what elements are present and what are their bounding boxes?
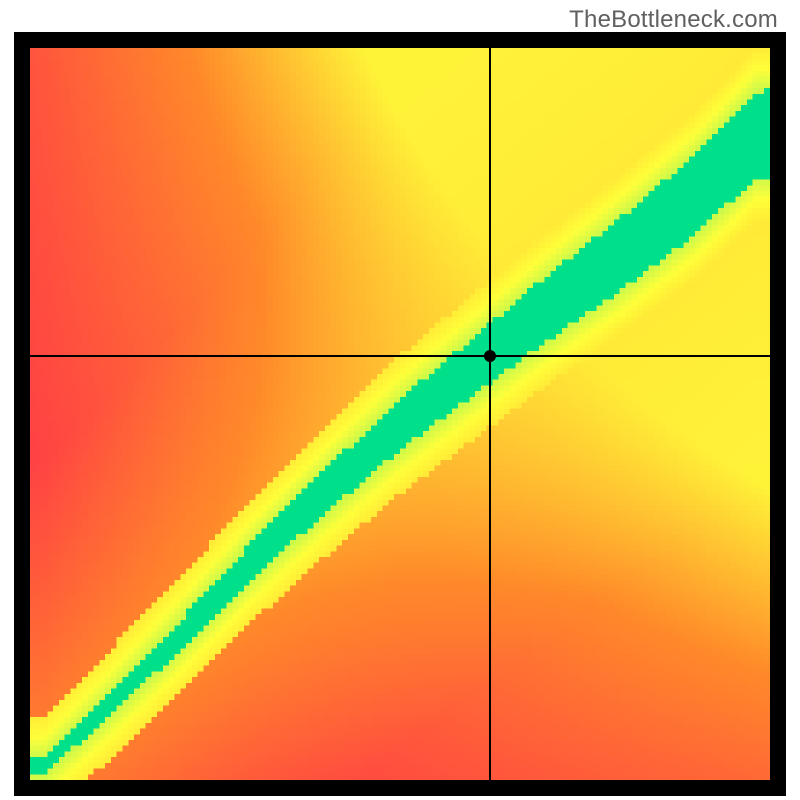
heatmap-plot [30, 48, 770, 780]
crosshair-marker [484, 350, 496, 362]
crosshair-horizontal [30, 355, 770, 357]
crosshair-vertical [489, 48, 491, 780]
chart-container: { "watermark": { "text": "TheBottleneck.… [0, 0, 800, 800]
heatmap-canvas [30, 48, 770, 780]
watermark-text: TheBottleneck.com [569, 6, 778, 34]
